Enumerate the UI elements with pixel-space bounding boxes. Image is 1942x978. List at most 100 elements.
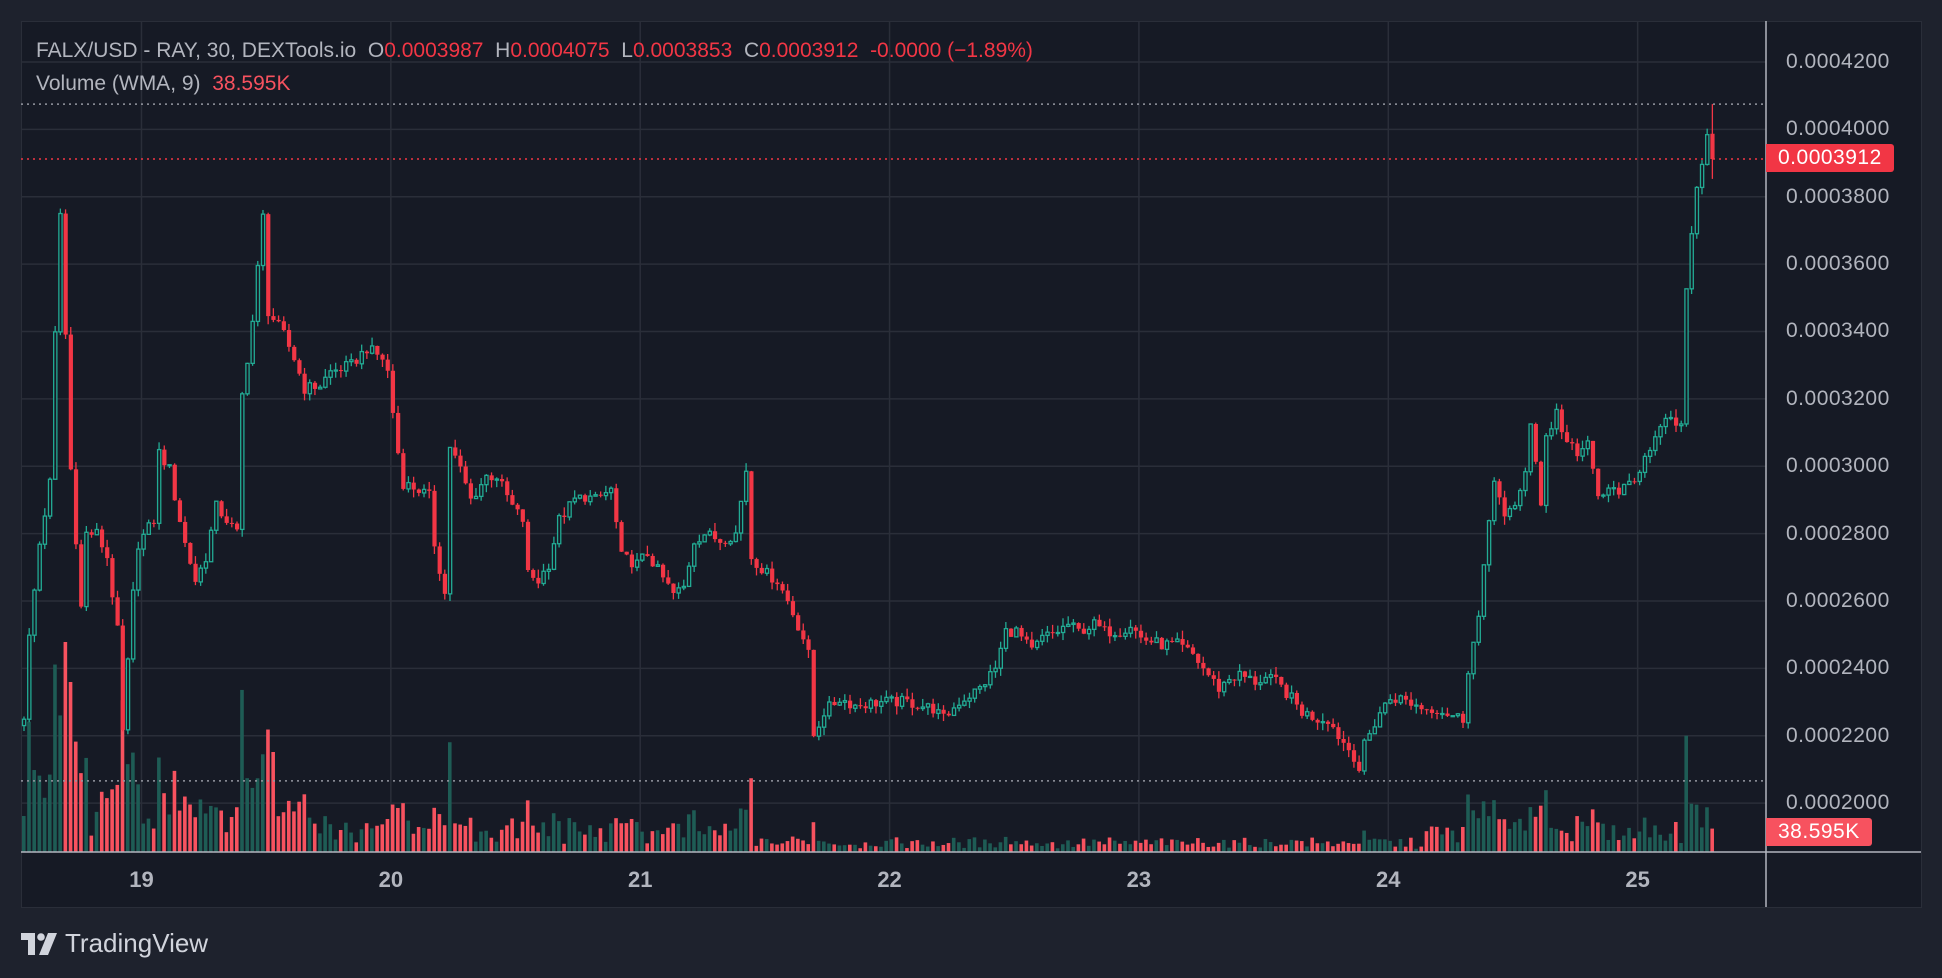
candle-body-up — [702, 534, 707, 543]
chart-pane[interactable] — [21, 21, 1922, 908]
volume-bar — [1180, 841, 1185, 852]
volume-bar — [858, 848, 862, 852]
candle-body-down — [759, 567, 764, 574]
candle-body-up — [879, 700, 884, 707]
date-tick-label: 25 — [1625, 867, 1650, 892]
price-tick-label: 0.0003400 — [1786, 319, 1890, 343]
candle-body-up — [920, 706, 926, 710]
candle-body-down — [68, 334, 73, 470]
candle-body-down — [863, 706, 868, 709]
volume-bar — [1294, 840, 1299, 852]
candle-body-up — [1014, 627, 1019, 638]
volume-bar — [645, 843, 649, 852]
volume-bar — [1341, 841, 1346, 852]
candle-body-down — [193, 563, 198, 582]
candle-body-up — [1699, 163, 1705, 189]
candle-body-up — [1164, 640, 1170, 650]
volume-bar — [468, 817, 473, 852]
volume-bar — [411, 833, 416, 852]
candle-body-up — [743, 470, 749, 503]
candle-body-up — [1637, 471, 1642, 483]
candle-body-down — [151, 522, 157, 524]
volume-bar — [770, 843, 774, 852]
candle-body-up — [603, 492, 609, 497]
volume-bar — [1102, 844, 1107, 852]
volume-bar — [94, 811, 99, 852]
volume-bar — [925, 846, 930, 852]
volume-bar — [359, 829, 364, 852]
candle-body-down — [463, 466, 468, 484]
volume-bar — [494, 841, 499, 852]
candle-body-down — [375, 345, 380, 355]
candle-body-up — [697, 541, 702, 545]
candle-body-up — [556, 514, 562, 545]
candle-body-down — [286, 330, 292, 347]
volume-bar — [1107, 837, 1112, 852]
candle-body-down — [1097, 619, 1102, 627]
open-value: 0.0003987 — [384, 39, 484, 62]
volume-bar — [297, 801, 301, 852]
candle-body-down — [468, 483, 473, 499]
volume-bar — [385, 819, 390, 852]
volume-bar — [1061, 844, 1065, 852]
volume-bar — [650, 831, 655, 852]
volume-bar — [1279, 844, 1283, 852]
volume-bar — [245, 778, 249, 852]
candle-body-down — [1570, 442, 1575, 444]
volume-bar — [967, 839, 972, 852]
volume-bar — [1471, 810, 1476, 852]
volume-bar — [567, 818, 572, 852]
candle-body-up — [588, 495, 593, 503]
candle-body-down — [302, 373, 307, 394]
candle-body-down — [1710, 133, 1715, 160]
candle-body-down — [79, 544, 84, 607]
volume-bar — [744, 809, 748, 852]
volume-bar — [1694, 804, 1699, 852]
candle-body-down — [1674, 417, 1679, 426]
candle-body-up — [1398, 695, 1404, 704]
volume-bar — [905, 848, 909, 852]
candle-body-up — [967, 697, 972, 702]
date-tick-label: 20 — [378, 867, 404, 892]
candle-body-down — [1533, 423, 1538, 462]
volume-bar — [988, 843, 992, 852]
candle-body-down — [946, 713, 951, 716]
volume-bar — [1554, 828, 1559, 852]
candle-body-down — [1024, 636, 1029, 640]
volume-bar — [1258, 847, 1263, 852]
volume-bar — [853, 844, 857, 852]
volume-bar — [1092, 839, 1096, 852]
candle-body-up — [1154, 637, 1159, 644]
candle-body-up — [240, 393, 245, 531]
volume-bar — [42, 797, 47, 852]
candle-body-down — [1424, 709, 1429, 711]
candle-body-down — [650, 555, 655, 567]
candle-body-down — [385, 359, 390, 371]
candle-body-down — [89, 532, 94, 535]
volume-bar — [920, 844, 925, 852]
candle-body-up — [972, 688, 978, 699]
volume-bar — [915, 840, 920, 852]
volume-bar — [557, 821, 561, 852]
candle-body-up — [738, 500, 744, 534]
candle-body-up — [494, 478, 500, 481]
candle-body-up — [1466, 673, 1471, 724]
candle-body-up — [1689, 233, 1694, 290]
volume-bar — [1035, 843, 1039, 852]
volume-bar — [1601, 823, 1605, 852]
tradingview-logo[interactable]: TradingView — [21, 928, 208, 959]
candle-body-down — [1081, 628, 1086, 634]
volume-bar — [1076, 844, 1081, 852]
candle-body-up — [1414, 704, 1419, 707]
volume-bar — [172, 770, 177, 852]
volume-bar — [879, 846, 883, 852]
date-tick-label: 22 — [877, 867, 902, 892]
close-value: 0.0003912 — [759, 39, 859, 62]
volume-bar — [1248, 845, 1252, 852]
candle-body-up — [1642, 455, 1648, 474]
candle-body-up — [53, 331, 58, 480]
volume-bar — [125, 764, 130, 852]
volume-bar — [671, 823, 675, 852]
candle-body-up — [884, 696, 889, 703]
